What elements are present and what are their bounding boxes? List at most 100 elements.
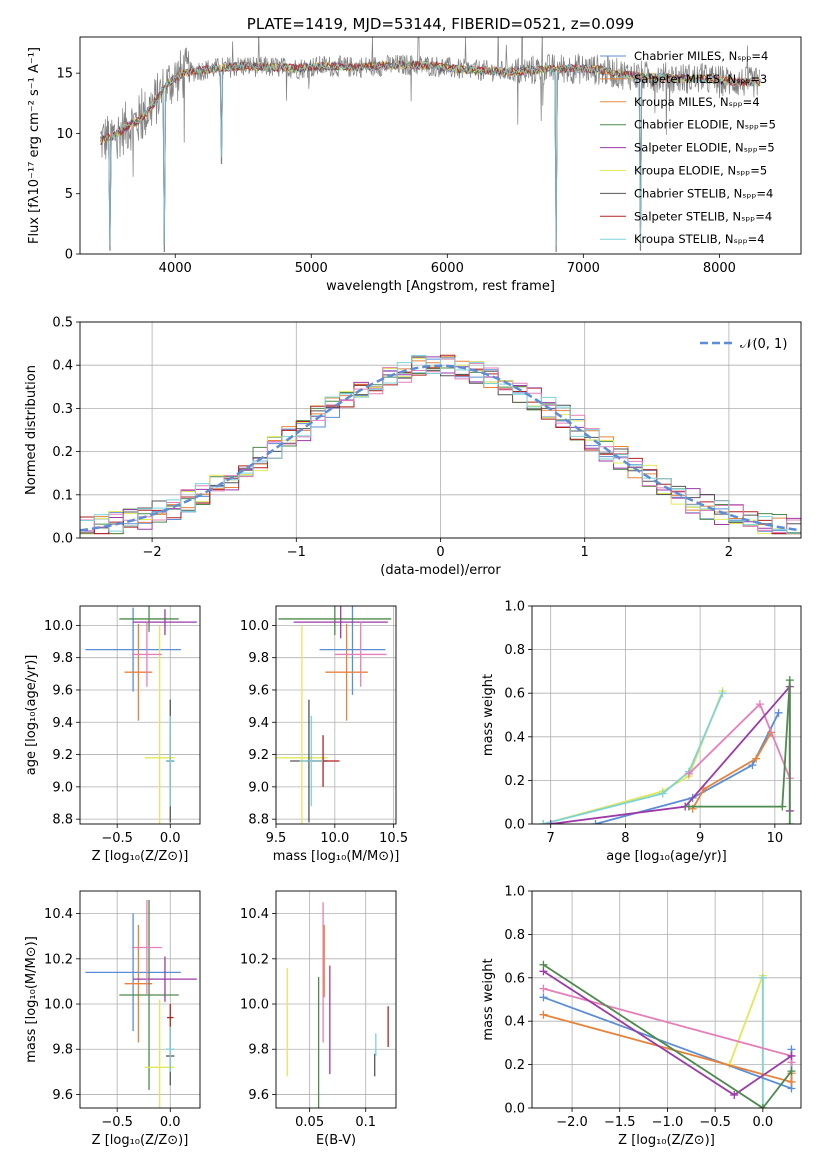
y-tick-label: 8.8 <box>52 813 73 828</box>
y-tick-label: 0.8 <box>504 643 525 658</box>
x-axis-label: Z [log₁₀(Z/Z⊙)] <box>92 1133 189 1148</box>
y-tick-label: 0.2 <box>504 774 525 789</box>
data-point-marker <box>787 1051 796 1060</box>
y-tick-label: 10.2 <box>44 952 73 967</box>
data-point-marker <box>658 789 667 798</box>
panel-age-vs-mass: 9.5 10.0 10.5 8.8 9.0 9.2 9.4 9.6 9.8 10.0 mass [l… <box>240 605 408 864</box>
plot-area <box>100 37 761 252</box>
panel-massweight-vs-Z: −2.0 −1.5 −1.0 −0.5 0.0 0.0 0.2 0.4 0.6 0.8 1.0 Z [… <box>481 885 802 1148</box>
data-point-marker <box>730 1090 739 1099</box>
y-tick-label: 9.8 <box>248 651 269 666</box>
data-point-marker <box>752 754 761 763</box>
axes-frame <box>79 890 201 1109</box>
panel-mass-vs-EBV: 0.05 0.1 9.6 9.8 10.0 10.2 10.4 E(B-V) <box>240 890 397 1148</box>
y-tick-label: 9.6 <box>52 683 73 698</box>
legend-label: 𝒩(0, 1) <box>740 337 787 352</box>
y-tick-label: 0.0 <box>504 1102 525 1117</box>
data-point-marker <box>758 973 767 982</box>
x-tick-label: 0.1 <box>355 1115 376 1130</box>
plot-area <box>539 960 796 1108</box>
y-tick-label: 0.6 <box>504 971 525 986</box>
axes-frame <box>275 890 397 1109</box>
y-tick-label: 9.4 <box>248 716 269 731</box>
x-tick-label: 4000 <box>159 261 192 276</box>
data-point-marker <box>774 708 783 717</box>
data-point-marker <box>748 761 757 770</box>
y-tick-label: 10.4 <box>240 907 269 922</box>
data-point-marker <box>539 984 548 993</box>
y-tick-label: 9.8 <box>52 651 73 666</box>
data-point-marker <box>787 1077 796 1086</box>
x-tick-label: 10.0 <box>320 831 349 846</box>
axes-frame <box>79 605 201 825</box>
y-tick-label: 9.6 <box>52 1088 73 1103</box>
legend-label: Kroupa STELIB, Nₛₚₚ=4 <box>634 232 765 246</box>
y-axis-label: mass weight <box>481 674 496 756</box>
y-tick-label: 0 <box>65 248 73 263</box>
x-tick-label: 5000 <box>295 261 328 276</box>
legend-label: Chabrier ELODIE, Nₛₚₚ=5 <box>634 118 776 132</box>
y-tick-label: 10.0 <box>44 998 73 1013</box>
axes-frame <box>79 36 802 255</box>
y-axis-label: mass [log₁₀(M/M⊙)] <box>24 936 39 1063</box>
y-tick-label: 0.4 <box>504 730 525 745</box>
plot-area <box>85 606 197 824</box>
series-line <box>542 964 793 1108</box>
y-tick-label: 0.8 <box>504 928 525 943</box>
legend-label: Salpeter STELIB, Nₛₚₚ=4 <box>634 209 772 223</box>
x-tick-label: 0.0 <box>753 1115 774 1130</box>
x-tick-label: 7000 <box>567 261 600 276</box>
y-tick-label: 0.1 <box>52 488 73 503</box>
legend-label: Kroupa ELODIE, Nₛₚₚ=5 <box>634 164 767 178</box>
data-point-marker <box>785 820 794 824</box>
x-tick-label: −1.5 <box>604 1115 636 1130</box>
legend: Chabrier MILES, Nₛₚₚ=4 Salpeter MILES, Nₛ… <box>600 49 776 246</box>
y-tick-label: 0.6 <box>504 687 525 702</box>
y-tick-label: 1.0 <box>504 885 525 900</box>
y-tick-label: 9.2 <box>248 748 269 763</box>
x-tick-label: 6000 <box>431 261 464 276</box>
y-tick-label: 0.0 <box>504 818 525 833</box>
y-tick-label: 10.0 <box>240 998 269 1013</box>
y-tick-label: 0.2 <box>504 1058 525 1073</box>
data-point-marker <box>684 802 693 811</box>
panel-age-vs-Z: −0.5 0.0 8.8 9.0 9.2 9.4 9.6 9.8 10.0 Z [log₁₀(Z/… <box>24 605 201 864</box>
x-tick-label: 10 <box>767 831 784 846</box>
x-axis-label: Z [log₁₀(Z/Z⊙)] <box>92 849 189 864</box>
x-tick-label: 2 <box>725 545 733 560</box>
plot-area <box>85 900 197 1108</box>
y-tick-label: 9.6 <box>248 1088 269 1103</box>
x-tick-label: 8 <box>621 831 629 846</box>
legend-label: Chabrier STELIB, Nₛₚₚ=4 <box>634 186 773 200</box>
y-tick-label: 5 <box>65 187 73 202</box>
data-point-marker <box>718 689 727 698</box>
x-axis-label: age [log₁₀(age/yr)] <box>606 849 727 864</box>
legend-label: Salpeter ELODIE, Nₛₚₚ=5 <box>634 141 775 155</box>
x-tick-label: 8000 <box>703 261 736 276</box>
data-point-marker <box>539 820 548 824</box>
y-tick-label: 9.8 <box>52 1043 73 1058</box>
data-point-marker <box>778 802 787 811</box>
panel-massweight-vs-age: 7 8 9 10 0.0 0.2 0.4 0.6 0.8 1.0 age [log₁₀(age/yr… <box>481 600 802 864</box>
x-axis-label: Z [log₁₀(Z/Z⊙)] <box>618 1133 715 1148</box>
series-line <box>691 731 772 810</box>
y-tick-label: 10.4 <box>44 907 73 922</box>
y-tick-label: 10.0 <box>240 619 269 634</box>
x-tick-label: −0.5 <box>699 1115 731 1130</box>
axes-frame <box>531 890 802 1109</box>
y-tick-label: 9.4 <box>52 716 73 731</box>
data-point-marker <box>591 820 600 824</box>
plot-area <box>80 354 801 535</box>
x-tick-label: 1 <box>581 545 589 560</box>
y-tick-label: 9.6 <box>248 683 269 698</box>
y-tick-label: 1.0 <box>504 600 525 615</box>
y-tick-label: 10 <box>56 127 73 142</box>
series-line <box>688 680 791 824</box>
x-tick-label: 9 <box>696 831 704 846</box>
y-axis-label: Normed distribution <box>24 365 39 495</box>
model-spectrum-line <box>100 60 761 246</box>
y-axis-label: mass weight <box>481 958 496 1040</box>
data-point-marker <box>546 820 555 824</box>
plot-area <box>276 606 392 824</box>
axes-frame <box>531 605 802 825</box>
